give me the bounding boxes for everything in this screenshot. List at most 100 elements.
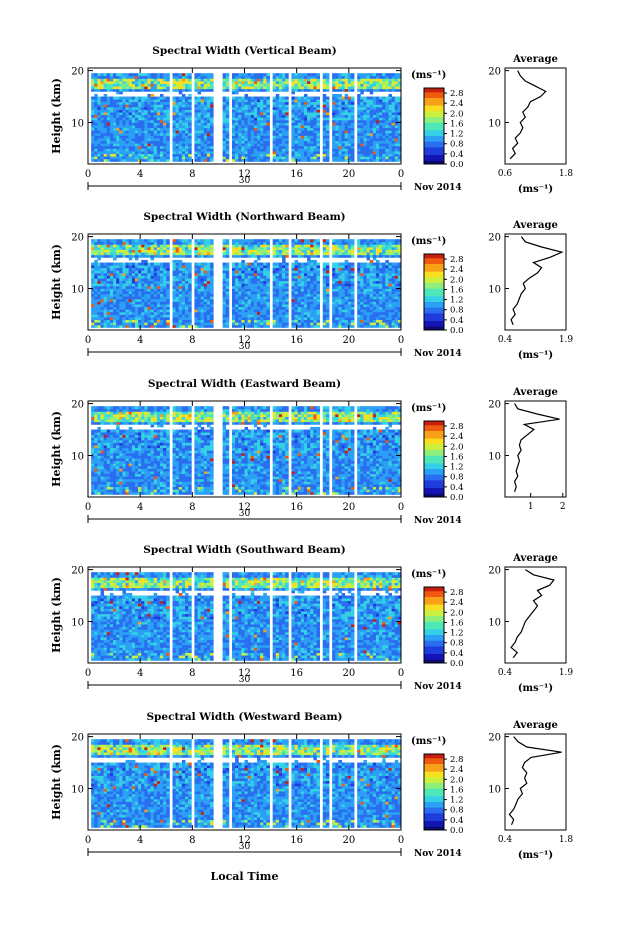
- colorbar-segment: [424, 146, 444, 150]
- heatmap-cell: [235, 88, 239, 92]
- heatmap-cell: [372, 158, 377, 162]
- heatmap-cell: [116, 104, 120, 108]
- heatmap-cell: [138, 283, 142, 287]
- heatmap-cell: [91, 267, 95, 271]
- heatmap-cell: [253, 158, 258, 162]
- colorbar-segment: [424, 137, 444, 140]
- heatmap-cell: [210, 140, 214, 144]
- heatmap-cell: [185, 104, 189, 108]
- heatmap-cell: [144, 156, 148, 160]
- heatmap-cell: [275, 319, 280, 323]
- heatmap-cell: [247, 83, 252, 87]
- heatmap-cell: [260, 311, 264, 315]
- heatmap-cell: [181, 119, 186, 123]
- heatmap-cell: [153, 119, 158, 123]
- heatmap-cell: [282, 239, 286, 243]
- heatmap-cell: [147, 83, 151, 87]
- heatmap-cell: [203, 246, 208, 250]
- heatmap-cell: [113, 156, 117, 160]
- heatmap-cell: [369, 114, 374, 118]
- heatmap-cell: [285, 117, 289, 121]
- heatmap-cell: [134, 101, 139, 105]
- heatmap-cell: [128, 239, 133, 243]
- heatmap-cell: [194, 270, 198, 274]
- heatmap-cell: [260, 135, 264, 139]
- heatmap-cell: [159, 151, 164, 155]
- heatmap-cell: [134, 257, 139, 261]
- heatmap-cell: [394, 112, 399, 116]
- heatmap-cell: [278, 262, 283, 266]
- heatmap-cell: [350, 106, 355, 110]
- heatmap-cell: [138, 78, 142, 82]
- heatmap-cell: [238, 265, 242, 269]
- heatmap-cell: [341, 73, 346, 77]
- heatmap-cell: [141, 314, 145, 318]
- heatmap-cell: [166, 285, 170, 289]
- heatmap-cell: [350, 153, 355, 157]
- heatmap-cell: [222, 306, 227, 310]
- heatmap-cell: [91, 151, 95, 155]
- heatmap-cell: [303, 158, 308, 162]
- heatmap-cell: [357, 135, 361, 139]
- heatmap-cell: [181, 99, 186, 103]
- heatmap-cell: [153, 99, 158, 103]
- heatmap-cell: [231, 317, 236, 321]
- heatmap-cell: [194, 143, 198, 147]
- heatmap-cell: [307, 148, 311, 152]
- heatmap-cell: [275, 88, 280, 92]
- heatmap-cell: [253, 148, 258, 152]
- heatmap-cell: [347, 112, 352, 116]
- heatmap-cell: [260, 314, 264, 318]
- heatmap-cell: [332, 148, 336, 152]
- heatmap-cell: [166, 153, 170, 157]
- heatmap-cell: [372, 143, 377, 147]
- heatmap-cell: [153, 156, 158, 160]
- heatmap-cell: [113, 252, 117, 256]
- heatmap-cell: [282, 246, 286, 250]
- heatmap-cell: [188, 272, 192, 276]
- heatmap-cell: [297, 275, 302, 279]
- heatmap-cell: [257, 246, 261, 250]
- heatmap-cell: [138, 112, 142, 116]
- heatmap-cell: [394, 151, 399, 155]
- colorbar-segment: [424, 112, 444, 116]
- heatmap-cell: [285, 265, 289, 269]
- heatmap-cell: [282, 267, 286, 271]
- heatmap-cell: [188, 283, 192, 287]
- heatmap-cell: [360, 151, 364, 155]
- heatmap-cell: [379, 140, 383, 144]
- heatmap-cell: [391, 106, 396, 110]
- heatmap-cell: [272, 311, 277, 315]
- heatmap-cell: [156, 322, 161, 326]
- heatmap-cell: [282, 257, 286, 261]
- heatmap-cell: [97, 267, 101, 271]
- heatmap-cell: [272, 73, 277, 77]
- colorbar-segment: [424, 141, 444, 144]
- heatmap-cell: [278, 151, 283, 155]
- heatmap-cell: [253, 127, 258, 131]
- heatmap-cell: [109, 317, 114, 321]
- heatmap-cell: [194, 296, 198, 300]
- heatmap-cell: [128, 304, 133, 308]
- heatmap-cell: [385, 135, 389, 139]
- heatmap-cell: [172, 73, 177, 77]
- heatmap-cell: [363, 158, 367, 162]
- heatmap-cell: [119, 135, 123, 139]
- heatmap-cell: [103, 156, 108, 160]
- heatmap-cell: [172, 309, 177, 313]
- heatmap-cell: [178, 319, 183, 323]
- heatmap-cell: [257, 125, 261, 129]
- heatmap-cell: [141, 275, 145, 279]
- heatmap-cell: [175, 101, 180, 105]
- heatmap-cell: [385, 158, 389, 162]
- heatmap-cell: [263, 272, 267, 276]
- heatmap-cell: [257, 135, 261, 139]
- heatmap-cell: [250, 140, 255, 144]
- heatmap-cell: [203, 309, 208, 313]
- heatmap-cell: [131, 317, 136, 321]
- heatmap-cell: [382, 104, 386, 108]
- heatmap-cell: [272, 285, 277, 289]
- heatmap-cell: [316, 112, 321, 116]
- heatmap-cell: [235, 99, 239, 103]
- heatmap-cell: [113, 317, 117, 321]
